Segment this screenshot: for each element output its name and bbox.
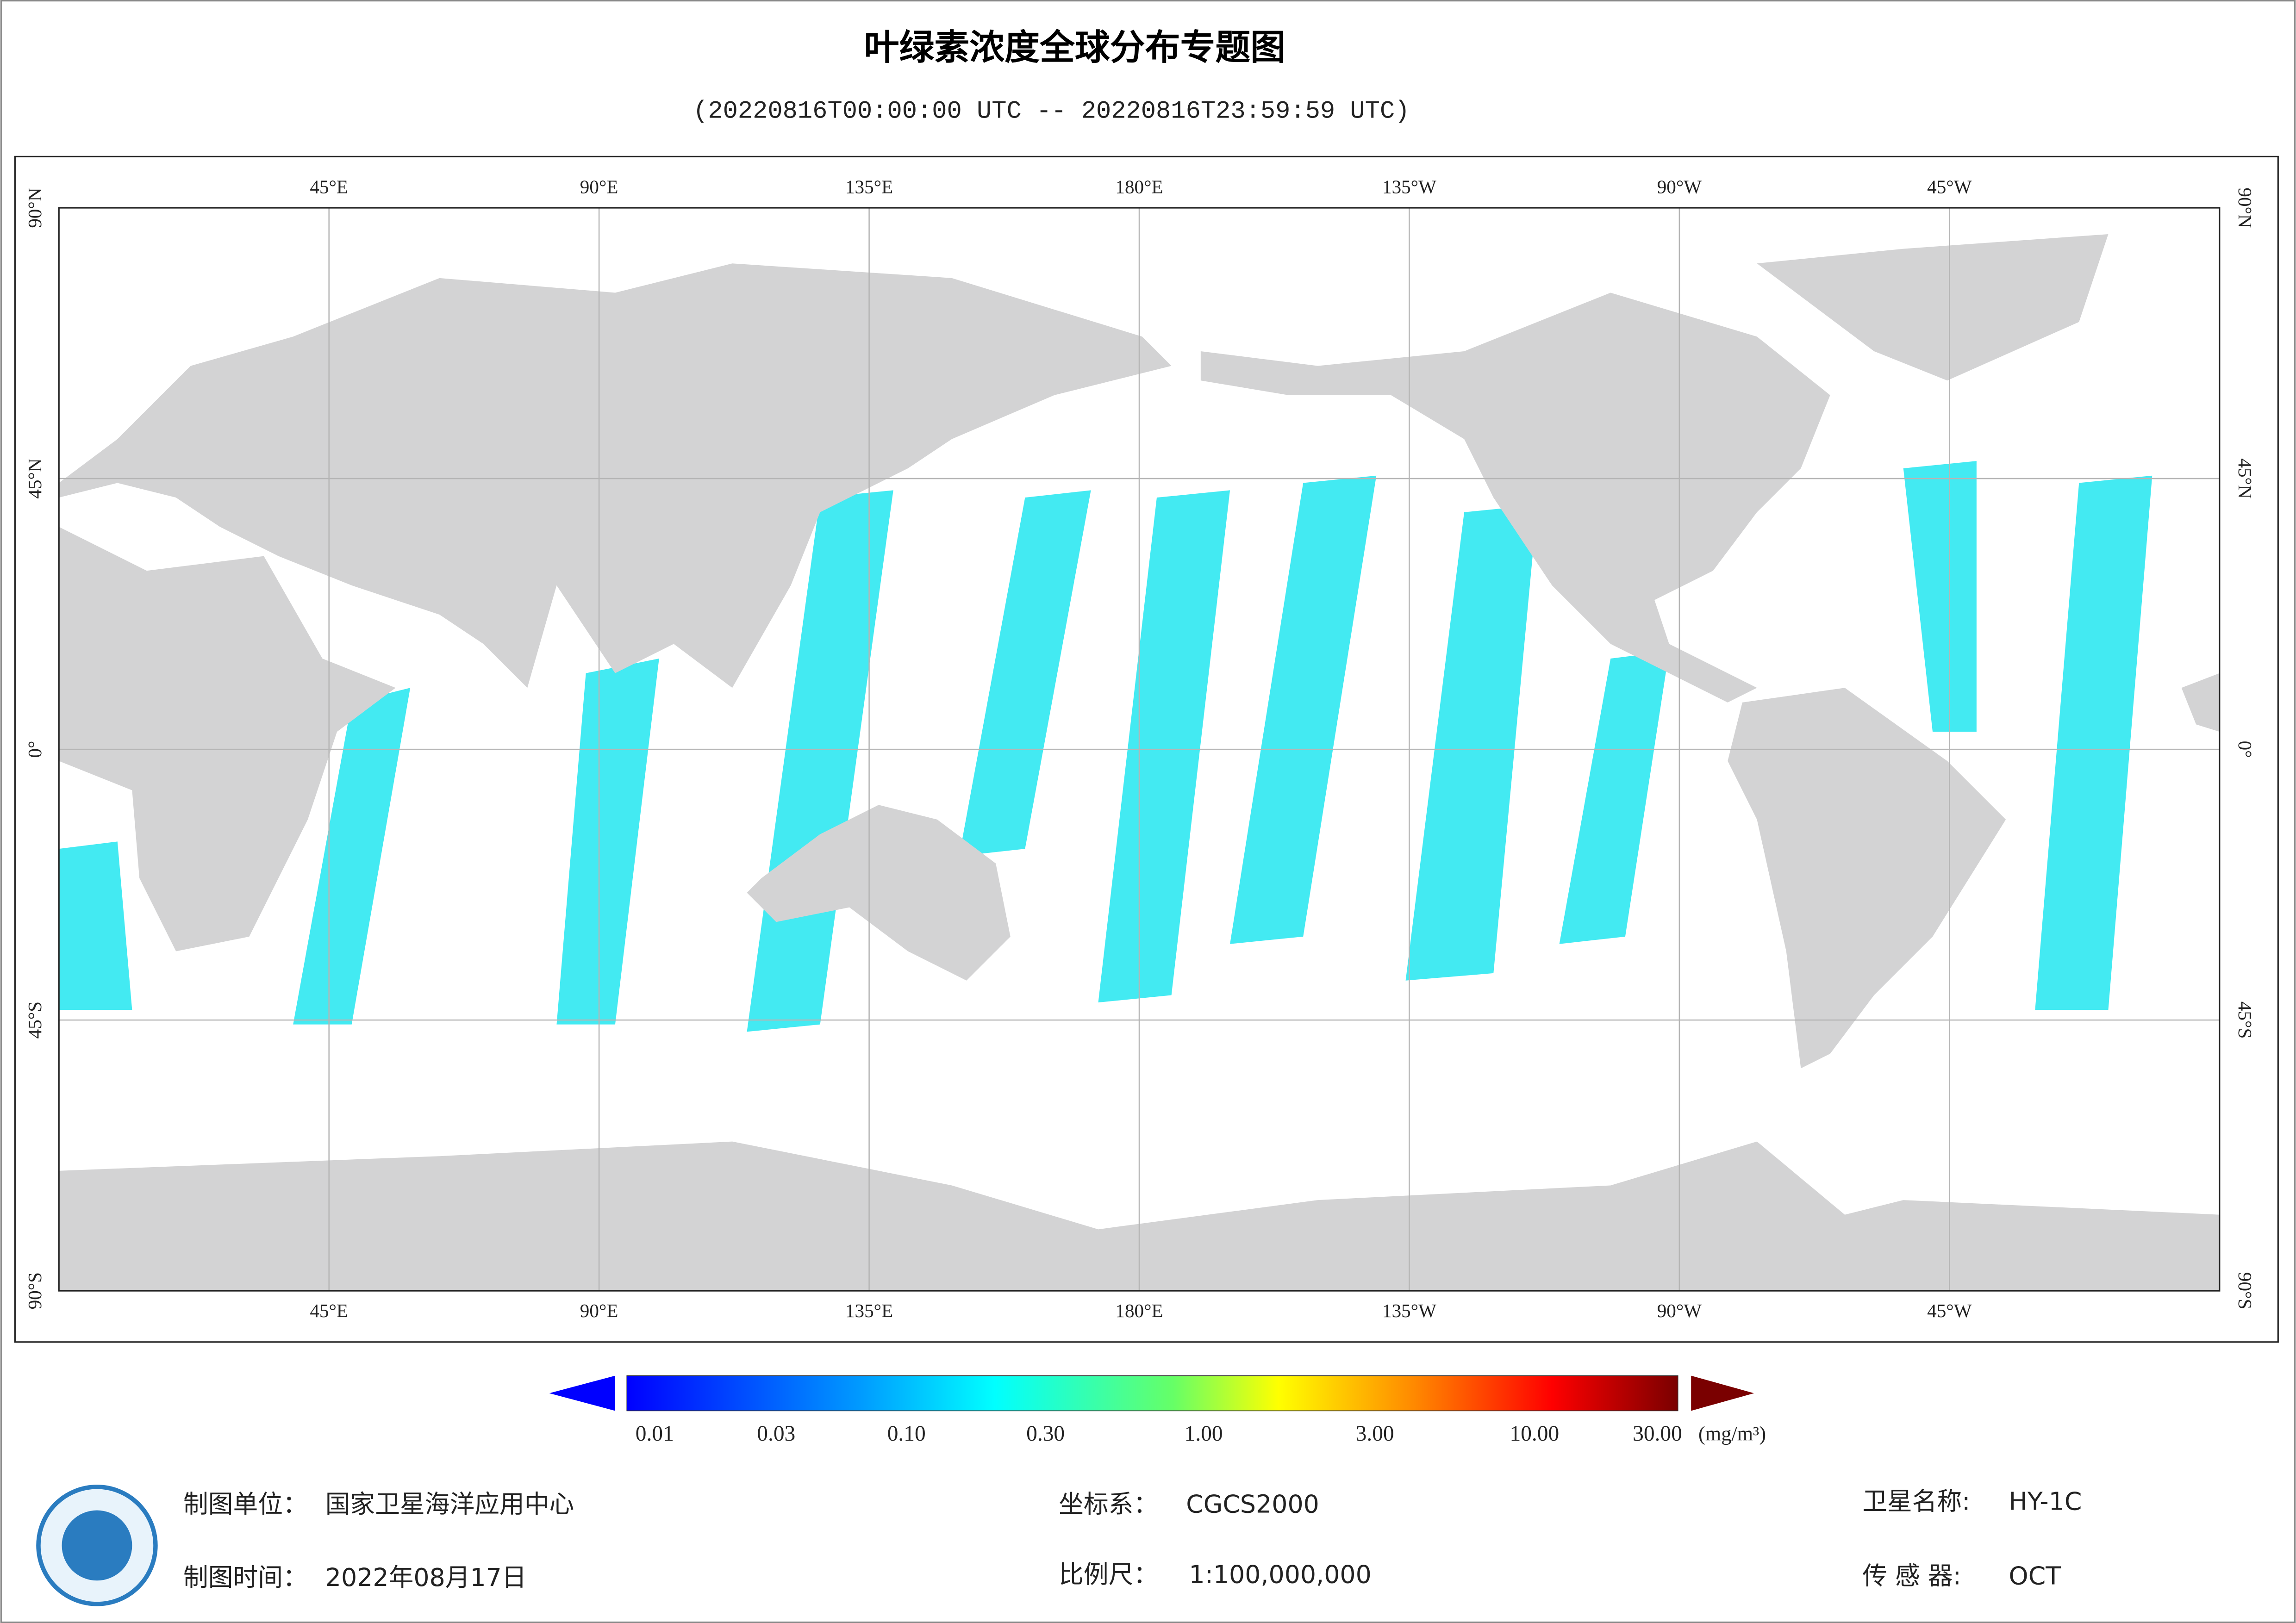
subtitle: (20220816T00:00:00 UTC -- 20220816T23:59… — [693, 98, 1410, 126]
lon-label-top: 45°E — [310, 176, 348, 197]
footer-scale-label: 比例尺： — [1059, 1560, 1158, 1589]
graticule — [59, 208, 2220, 1291]
lon-label-top: 135°E — [845, 176, 893, 197]
lon-label-bottom: 135°E — [845, 1300, 893, 1321]
colorbar-tick-label: 0.01 — [636, 1422, 674, 1446]
colorbar-tick-label: 1.00 — [1185, 1422, 1223, 1446]
colorbar-max-arrow — [1691, 1375, 1754, 1411]
swath — [293, 688, 411, 1025]
eurasia — [59, 263, 1172, 688]
south-america — [1728, 688, 2006, 1069]
lat-label-right: 45°S — [2234, 1001, 2256, 1038]
title: 叶绿素浓度全球分布专题图 — [864, 27, 1286, 68]
north-america — [1200, 292, 1830, 703]
lon-label-bottom: 135°W — [1382, 1300, 1436, 1321]
colorbar-tick-label: 10.00 — [1510, 1422, 1559, 1446]
greenland — [1757, 234, 2109, 381]
lat-label-left: 90°S — [24, 1272, 45, 1309]
colorbar — [626, 1375, 1678, 1412]
chlorophyll-swaths — [59, 461, 2152, 1032]
lon-label-bottom: 90°E — [580, 1300, 618, 1321]
lon-label-top: 45°W — [1927, 176, 1972, 197]
map-border — [58, 207, 2221, 1292]
swath — [1559, 651, 1669, 944]
colorbar-tick-label: 0.03 — [757, 1422, 795, 1446]
swath — [1098, 490, 1230, 1003]
lon-label-bottom: 90°W — [1657, 1300, 1702, 1321]
swath — [1903, 461, 1977, 732]
colorbar-tick-label: 3.00 — [1356, 1422, 1394, 1446]
footer-sensor-label: 传 感 器: — [1862, 1561, 1961, 1591]
swath — [959, 490, 1091, 856]
footer-satellite: HY-1C — [2009, 1486, 2082, 1516]
footer-unit-label: 制图单位： — [183, 1490, 308, 1519]
map-body — [59, 208, 2220, 1291]
map-frame — [14, 155, 2279, 1343]
lon-label-top: 180°E — [1115, 176, 1163, 197]
lat-label-left: 0° — [24, 741, 45, 758]
footer-scale: 1:100,000,000 — [1189, 1560, 1372, 1589]
colorbar-unit: (mg/m³) — [1698, 1422, 1766, 1445]
swath — [556, 659, 659, 1025]
footer-date: 2022年08月17日 — [325, 1563, 527, 1592]
logo-globe — [62, 1510, 132, 1581]
colorbar-tick-label: 0.30 — [1026, 1422, 1065, 1446]
lon-label-bottom: 45°W — [1927, 1300, 1972, 1321]
lat-label-left: 45°N — [24, 458, 45, 498]
lat-label-right: 90°N — [2234, 187, 2256, 228]
lon-label-bottom: 180°E — [1115, 1300, 1163, 1321]
lat-label-right: 0° — [2234, 741, 2256, 758]
colorbar-tick-label: 0.10 — [887, 1422, 926, 1446]
lat-label-right: 90°S — [2234, 1272, 2256, 1309]
footer-sensor: OCT — [2009, 1561, 2061, 1591]
lat-label-left: 90°N — [24, 187, 45, 228]
labels: 45°E 90°E 135°E 180°E 135°W 90°W 45°W 45°E 90°E 1… — [24, 176, 2256, 1592]
footer-crs: CGCS2000 — [1186, 1490, 1319, 1519]
lat-label-left: 45°S — [24, 1001, 45, 1038]
lon-label-top: 90°W — [1657, 176, 1702, 197]
australia — [747, 805, 1011, 981]
swath — [2035, 475, 2152, 1010]
lon-label-bottom: 45°E — [310, 1300, 348, 1321]
footer-date-label: 制图时间： — [183, 1563, 308, 1592]
footer-crs-label: 坐标系： — [1059, 1490, 1158, 1519]
lon-label-top: 90°E — [580, 176, 618, 197]
colorbar-min-arrow — [549, 1375, 615, 1411]
swath — [1405, 504, 1538, 981]
africa — [59, 527, 396, 951]
lon-label-top: 135°W — [1382, 176, 1436, 197]
swath — [1230, 475, 1377, 944]
west-africa — [2181, 673, 2220, 732]
footer-unit: 国家卫星海洋应用中心 — [325, 1490, 574, 1519]
colorbar-tick-label: 30.00 — [1633, 1422, 1682, 1446]
swath — [59, 841, 132, 1010]
footer-satellite-label: 卫星名称: — [1862, 1486, 1970, 1516]
lat-label-right: 45°N — [2234, 458, 2256, 498]
